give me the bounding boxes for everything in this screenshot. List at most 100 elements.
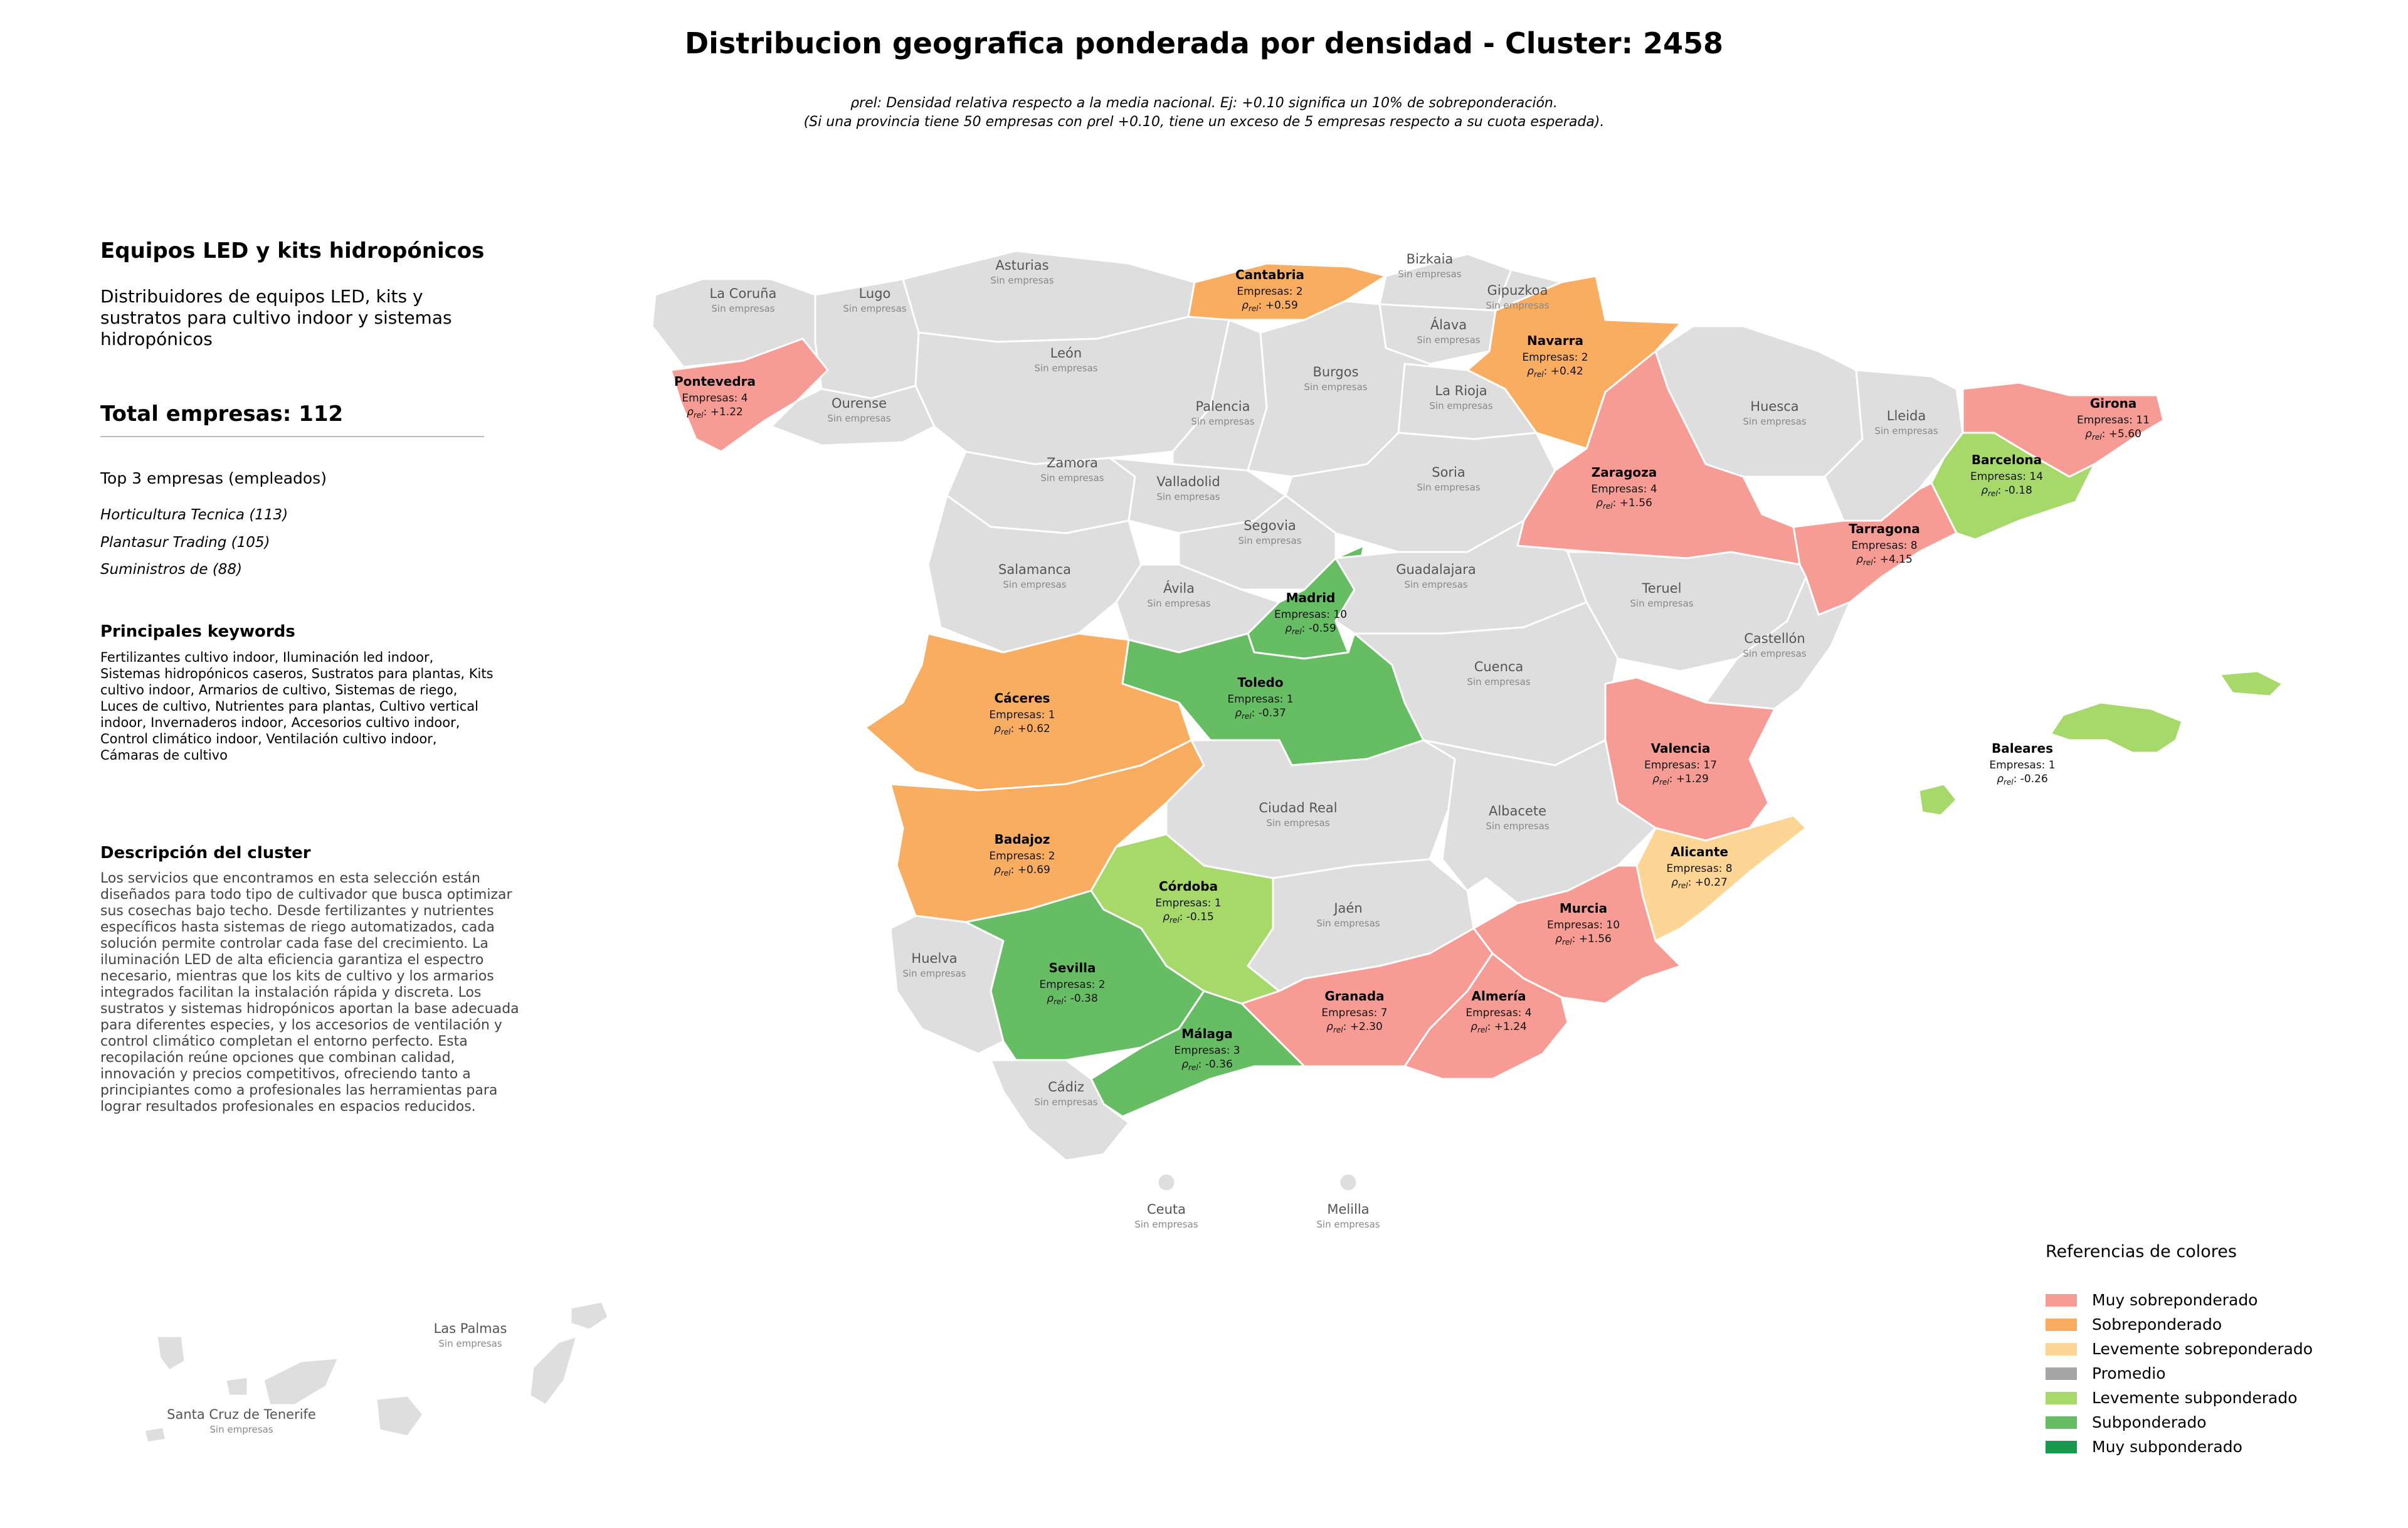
province-rho: ρrel: +0.59 (1242, 299, 1298, 313)
legend-swatch (2046, 1440, 2077, 1453)
province-count: Empresas: 10 (1274, 608, 1347, 621)
province-name: Asturias (995, 258, 1048, 273)
cluster-subtitle: Distribuidores de equipos LED, kits y su… (100, 286, 552, 350)
province-status: Sin empresas (827, 413, 890, 424)
province-rho: ρrel: +5.60 (2085, 428, 2141, 442)
province-status: Sin empresas (1486, 300, 1549, 311)
total-companies: Total empresas: 112 (100, 401, 344, 427)
description-line: para diferentes especies, y los accesori… (100, 1017, 502, 1033)
province-count: Empresas: 1 (989, 709, 1055, 721)
province-status: Sin empresas (1034, 363, 1097, 374)
province-name: Gipuzkoa (1487, 283, 1548, 298)
province-name: León (1050, 346, 1082, 361)
province-name: Alicante (1671, 844, 1728, 859)
legend-swatch (2046, 1318, 2077, 1331)
province-shape (262, 1357, 340, 1406)
legend-label: Levemente sobreponderado (2092, 1340, 2313, 1358)
legend-item: Subponderado (2046, 1410, 2313, 1435)
divider (100, 436, 484, 437)
province-count: Empresas: 1 (1989, 759, 2055, 772)
province-name: Navarra (1527, 333, 1583, 348)
province-rho: ρrel: -0.36 (1181, 1058, 1233, 1072)
description-line: integrados facilitan la instalación rápi… (100, 985, 482, 1000)
province-count: Empresas: 14 (1970, 470, 2043, 483)
province-count: Empresas: 2 (989, 850, 1055, 862)
province-status: Sin empresas (1316, 1219, 1380, 1230)
legend-item: Promedio (2046, 1361, 2313, 1386)
province-count: Empresas: 8 (1851, 539, 1917, 552)
province-status: Sin empresas (990, 275, 1054, 286)
province-rho: ρrel: +1.22 (687, 406, 743, 420)
province-rho: ρrel: -0.37 (1235, 707, 1286, 721)
province-count: Empresas: 4 (682, 392, 747, 405)
province-name: Málaga (1181, 1026, 1233, 1041)
legend-item: Muy subponderado (2046, 1435, 2313, 1459)
province-name: Salamanca (998, 562, 1071, 577)
province-shape (569, 1300, 610, 1331)
province-rho: ρrel: +2.30 (1326, 1021, 1383, 1034)
province-shape (670, 337, 829, 453)
province-status: Sin empresas (438, 1338, 502, 1349)
province-rho: ρrel: +0.42 (1527, 365, 1583, 379)
province-shape (2049, 701, 2184, 754)
cluster-name: Equipos LED y kits hidropónicos (100, 238, 485, 263)
density-example-note: (Si una provincia tiene 50 empresas con … (803, 114, 1605, 130)
province-name: Pontevedra (674, 374, 756, 389)
province-name: Melilla (1327, 1202, 1369, 1217)
province-rho: ρrel: +1.29 (1652, 773, 1709, 787)
province-name: Cantabria (1235, 267, 1304, 282)
province-status: Sin empresas (209, 1424, 273, 1435)
legend-item: Levemente sobreponderado (2046, 1337, 2313, 1361)
top-company: Suministros de (88) (100, 561, 243, 578)
province-name: Segovia (1244, 518, 1296, 533)
province-rho: ρrel: +0.62 (994, 723, 1050, 736)
description-line: diseñados para todo tipo de cultivador q… (100, 887, 512, 903)
province-shape (1930, 432, 2096, 541)
province-name: Toledo (1237, 675, 1283, 690)
province-rho: ρrel: +0.69 (994, 864, 1050, 878)
province-rho: ρrel: +1.24 (1471, 1021, 1527, 1034)
legend-item: Sobreponderado (2046, 1312, 2313, 1337)
province-status: Sin empresas (1630, 598, 1693, 609)
province-name: Cuenca (1474, 659, 1524, 674)
province-count: Empresas: 17 (1644, 759, 1717, 772)
province-name: Baleares (1992, 741, 2053, 756)
province-rho: ρrel: -0.18 (1981, 484, 2032, 498)
legend-swatch (2046, 1391, 2077, 1404)
top-company: Plantasur Trading (105) (100, 534, 270, 551)
province-shape (156, 1335, 186, 1372)
legend-label: Promedio (2092, 1364, 2166, 1382)
province-rho: ρrel: -0.38 (1047, 992, 1098, 1006)
province-status: Sin empresas (843, 303, 906, 314)
keywords-line: cultivo indoor, Armarios de cultivo, Sis… (100, 682, 458, 698)
province-name: Zaragoza (1592, 465, 1657, 480)
province-name: Madrid (1286, 590, 1336, 605)
province-name: Murcia (1560, 901, 1607, 916)
province-status: Sin empresas (1743, 648, 1806, 659)
province-status: Sin empresas (1003, 579, 1066, 590)
province-status: Sin empresas (1398, 268, 1461, 280)
province-rho: ρrel: -0.26 (1997, 773, 2048, 787)
province-status: Sin empresas (1417, 334, 1480, 346)
province-name: Granada (1324, 989, 1384, 1004)
province-name: Soria (1432, 465, 1465, 480)
province-shape (990, 1059, 1130, 1162)
province-rho: ρrel: +0.27 (1671, 876, 1728, 890)
color-legend: Referencias de colores Muy sobreponderad… (2046, 1242, 2313, 1459)
city-marker (1156, 1172, 1176, 1192)
province-name: Palencia (1196, 399, 1250, 414)
province-rho: ρrel: -0.15 (1163, 911, 1214, 925)
province-name: Jaén (1333, 901, 1362, 916)
province-name: Ávila (1163, 580, 1195, 596)
province-name: Ciudad Real (1259, 800, 1337, 815)
province-name: Huesca (1750, 399, 1798, 414)
province-name: Guadalajara (1396, 562, 1476, 577)
province-status: Sin empresas (902, 968, 966, 979)
province-name: Las Palmas (434, 1321, 507, 1336)
description-line: control climático completan el entorno p… (100, 1034, 468, 1049)
page-title: Distribucion geografica ponderada por de… (685, 26, 1723, 60)
province-status: Sin empresas (1429, 400, 1492, 411)
province-shape (1918, 783, 1958, 817)
description-line: iluminación LED de alta eficiencia garan… (100, 952, 484, 968)
